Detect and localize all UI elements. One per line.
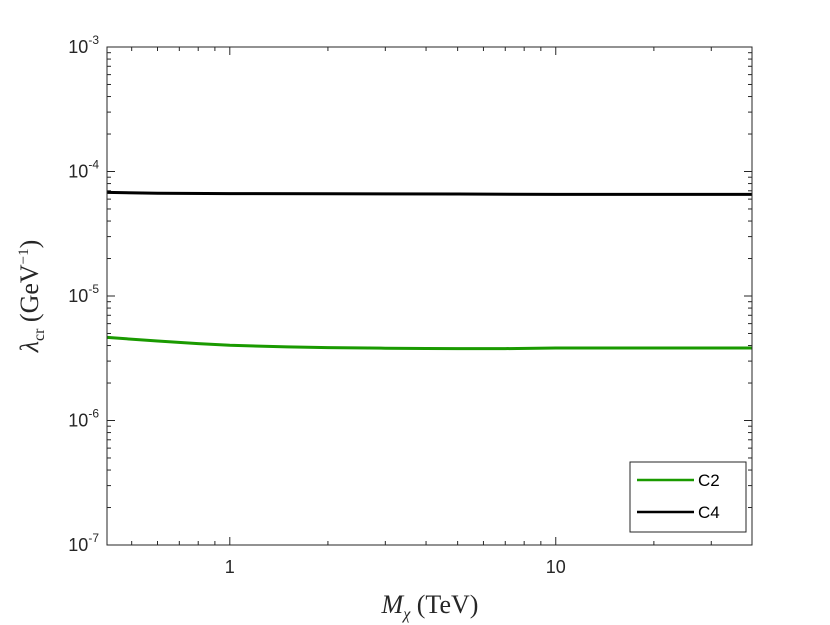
y-axis-title: λcr (GeV−1)	[15, 240, 48, 354]
legend: C2 C4	[629, 461, 747, 533]
y-tick-labels: 10-710-610-510-410-3	[68, 33, 99, 555]
legend-label-c2: C2	[698, 471, 720, 490]
y-tick-label-exponent: -5	[88, 282, 99, 296]
x-tick-label: 1	[225, 557, 235, 577]
minor-ticks	[107, 47, 753, 545]
x-axis-title: Mχ (TeV)	[381, 590, 479, 623]
y-tick-label: 10-4	[68, 158, 99, 182]
y-tick-label: 10-6	[68, 407, 99, 431]
y-tick-label-base: 10	[68, 37, 88, 57]
y-axis-title-unit-sup: −1	[16, 248, 32, 264]
legend-box	[629, 461, 747, 533]
y-tick-label-base: 10	[68, 162, 88, 182]
y-tick-label: 10-3	[68, 33, 99, 57]
y-axis-title-unit-pre: (GeV	[15, 264, 44, 328]
y-axis-title-group: λcr (GeV−1)	[15, 240, 48, 354]
y-tick-label-exponent: -4	[88, 158, 99, 172]
y-tick-label-base: 10	[68, 411, 88, 431]
x-axis-title-sub: χ	[401, 606, 411, 623]
y-axis-title-unit-post: )	[15, 240, 44, 249]
y-axis-title-sub: cr	[31, 328, 48, 341]
series-line-c4	[106, 190, 752, 196]
series-layer	[106, 190, 752, 351]
y-tick-label-exponent: -6	[88, 407, 99, 421]
y-tick-label-base: 10	[68, 286, 88, 306]
plot-frame	[106, 46, 753, 546]
legend-label-c4: C4	[698, 503, 720, 522]
y-axis-title-main: λ	[15, 341, 44, 353]
x-tick-label: 10	[546, 557, 566, 577]
x-axis-title-main: M	[381, 590, 405, 619]
x-axis-title-unit: (TeV)	[410, 590, 478, 619]
y-tick-label-exponent: -7	[88, 531, 99, 545]
y-tick-label: 10-5	[68, 282, 99, 306]
series-line-c2	[106, 335, 752, 351]
x-tick-labels: 1 10	[225, 557, 566, 577]
y-tick-label: 10-7	[68, 531, 99, 555]
y-tick-label-base: 10	[68, 535, 88, 555]
y-tick-label-exponent: -3	[88, 33, 99, 47]
